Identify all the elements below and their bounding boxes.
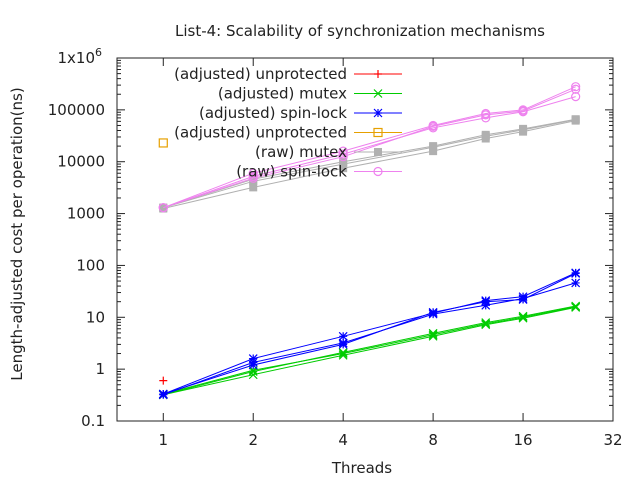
y-tick-label: 100 [76, 256, 105, 274]
x-tick-label: 8 [428, 431, 438, 449]
data-point [428, 330, 438, 340]
data-point [249, 175, 258, 184]
data-point [339, 157, 348, 166]
data-point [571, 269, 581, 278]
legend-marker [373, 89, 383, 98]
y-tick-label: 1x10 [57, 49, 95, 67]
data-point [158, 203, 168, 213]
series-line [163, 273, 576, 395]
data-point [571, 301, 581, 311]
y-tick-label: 100000 [48, 101, 105, 119]
data-point [159, 376, 168, 385]
plot-frame [116, 57, 614, 422]
data-point [571, 302, 581, 312]
x-axis-label: Threads [331, 459, 392, 477]
y-tick-label: 10 [86, 308, 105, 326]
legend-marker [374, 70, 382, 78]
series-line [163, 86, 576, 209]
axis-ticks: 1 2 4 8 16 32 0.1 1 10 100 1000 10000 100000 1x10 6 [48, 46, 623, 449]
data-point [518, 106, 528, 116]
y-tick-exponent: 6 [95, 46, 102, 59]
data-point [248, 370, 258, 380]
data-point [481, 319, 491, 329]
series-3 [158, 138, 168, 148]
plot-area [158, 82, 581, 400]
y-tick-label: 1000 [67, 205, 105, 223]
data-point [571, 115, 580, 124]
data-point [338, 146, 348, 156]
x-tick-label: 1 [159, 431, 169, 449]
data-point [338, 152, 348, 162]
data-point [248, 168, 258, 178]
legend-label: (adjusted) mutex [218, 85, 347, 103]
data-point [158, 138, 168, 148]
series-5 [158, 82, 581, 213]
series-line [163, 88, 576, 209]
data-point [338, 331, 348, 341]
data-point [429, 147, 438, 156]
legend: (adjusted) unprotected(adjusted) mutex(a… [174, 65, 402, 181]
y-axis-label: Length-adjusted cost per operation(ns) [8, 87, 26, 380]
series-4 [159, 115, 580, 213]
legend-label: (adjusted) unprotected [174, 65, 347, 83]
data-point [428, 307, 438, 317]
data-point [518, 313, 528, 323]
series-line [163, 306, 576, 396]
chart-title: List-4: Scalability of synchronization m… [175, 22, 545, 40]
data-point [158, 389, 168, 399]
data-point [249, 183, 258, 192]
data-point [519, 124, 528, 133]
series-line [163, 96, 576, 209]
data-point [338, 350, 348, 360]
series-0 [159, 376, 168, 385]
data-point [429, 142, 438, 151]
data-point [571, 92, 581, 102]
data-point [428, 331, 438, 341]
data-point [248, 173, 258, 183]
data-point [338, 339, 348, 349]
x-tick-label: 4 [338, 431, 348, 449]
data-point [481, 110, 491, 120]
legend-label: (adjusted) spin-lock [199, 104, 347, 122]
data-point [428, 121, 438, 131]
legend-marker [373, 127, 383, 138]
data-point [518, 295, 528, 304]
data-point [481, 130, 490, 139]
legend-marker [373, 108, 383, 118]
x-tick-label: 32 [603, 431, 622, 449]
data-point [338, 149, 348, 159]
x-tick-label: 2 [248, 431, 258, 449]
legend-marker [374, 148, 382, 156]
data-point [571, 82, 581, 92]
series-2 [158, 268, 581, 400]
legend-marker [373, 166, 383, 177]
legend-label: (raw) spin-lock [236, 163, 347, 181]
data-point [159, 203, 168, 212]
data-point [571, 84, 581, 94]
y-tick-label: 0.1 [81, 412, 105, 430]
data-point [481, 297, 491, 307]
data-point [339, 164, 348, 173]
series-line [163, 272, 576, 395]
data-point [481, 113, 491, 123]
legend-label: (adjusted) unprotected [174, 124, 347, 142]
legend-label: (raw) mutex [255, 143, 347, 161]
data-point [571, 278, 581, 288]
y-tick-label: 1 [95, 360, 105, 378]
series-1 [158, 301, 581, 400]
y-tick-label: 10000 [57, 153, 105, 171]
data-point [518, 312, 528, 322]
data-point [248, 360, 258, 370]
data-point [481, 320, 491, 330]
x-tick-label: 16 [514, 431, 533, 449]
